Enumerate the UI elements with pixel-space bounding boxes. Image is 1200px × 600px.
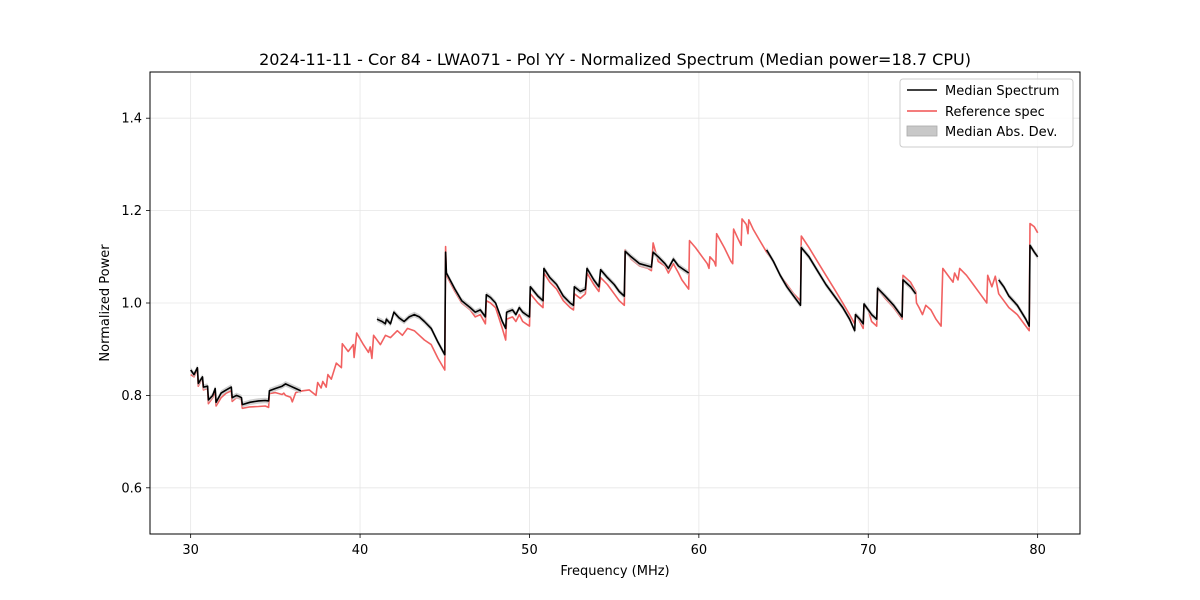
- legend-box: [899, 78, 1074, 148]
- y-axis-label: Normalized Power: [98, 244, 113, 362]
- legend-median-abs-dev-label: Median Abs. Dev.: [945, 125, 1057, 140]
- median-spectrum-line: [765, 246, 917, 332]
- axis-ticks: 30 40 50 60 70 80 0.6 0.8 1.0 1.2 1.4: [121, 112, 1046, 558]
- legend-median-abs-dev-swatch: [906, 125, 938, 137]
- median-spectrum-line: [376, 250, 690, 356]
- median-spectrum-line: [190, 366, 302, 406]
- chart-title: 2024-11-11 - Cor 84 - LWA071 - Pol YY - …: [259, 50, 971, 69]
- y-tick-label: 0.8: [121, 389, 142, 404]
- y-tick-label: 1.4: [121, 112, 142, 127]
- x-tick-label: 80: [1029, 543, 1046, 558]
- plot-area: [190, 218, 1039, 410]
- x-tick-label: 40: [352, 543, 369, 558]
- x-tick-label: 60: [691, 543, 708, 558]
- y-tick-label: 0.6: [121, 481, 142, 496]
- x-tick-label: 30: [182, 543, 199, 558]
- x-axis-label: Frequency (MHz): [560, 564, 669, 579]
- legend-median-spectrum-label: Median Spectrum: [945, 84, 1059, 99]
- legend: Median Spectrum Reference spec Median Ab…: [899, 78, 1074, 148]
- y-tick-label: 1.0: [121, 297, 142, 312]
- x-tick-label: 70: [860, 543, 877, 558]
- y-tick-label: 1.2: [121, 204, 142, 219]
- legend-reference-spec-label: Reference spec: [945, 105, 1045, 120]
- x-tick-label: 50: [521, 543, 538, 558]
- median-spectrum-line: [998, 244, 1039, 327]
